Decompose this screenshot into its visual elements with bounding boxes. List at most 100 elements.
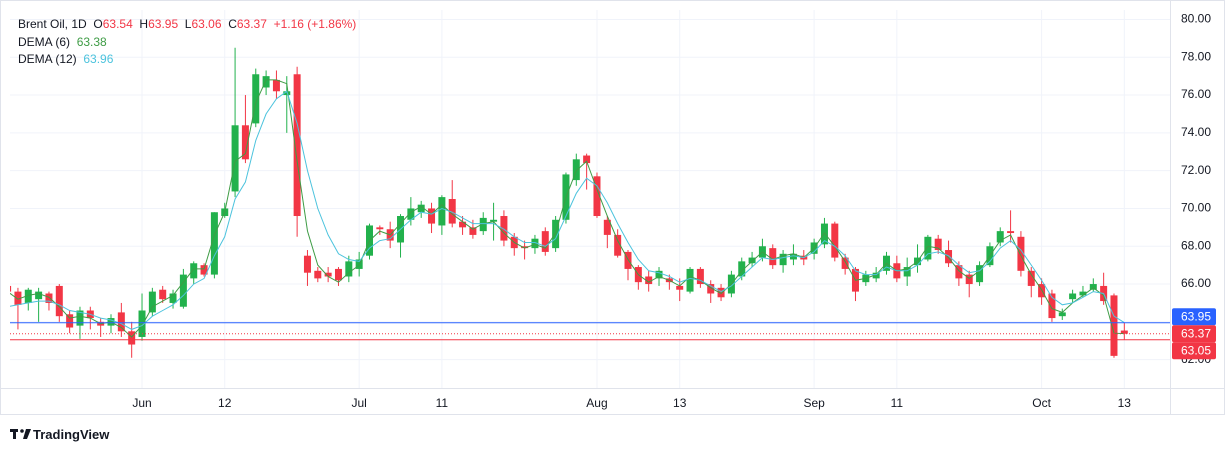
- legend-value: 63.96: [83, 52, 114, 66]
- candle-body: [1048, 293, 1056, 319]
- candle-body: [769, 248, 777, 266]
- indicator-line: [10, 79, 1125, 338]
- price-label: 63.37: [1181, 326, 1211, 340]
- candle-body: [541, 231, 549, 252]
- candle-body: [1120, 330, 1128, 334]
- candle-body: [262, 76, 270, 88]
- candle-body: [779, 253, 787, 266]
- x-tick-label: Aug: [586, 396, 607, 410]
- legend-label: DEMA (12): [18, 52, 77, 66]
- candle-body: [924, 236, 932, 260]
- candle-body: [169, 293, 177, 303]
- header: Brent Oil, 1D O63.54 H63.95 L63.06 C63.3…: [18, 17, 356, 31]
- candle-body: [490, 219, 498, 222]
- ohlc-value: 63.54: [102, 17, 133, 31]
- x-tick-label: Oct: [1032, 396, 1051, 410]
- ohlc-letter: H: [139, 17, 149, 31]
- candle-body: [696, 268, 704, 285]
- candle-body: [1058, 312, 1066, 317]
- ohlc-letter: C: [228, 17, 237, 31]
- symbol-title: Brent Oil, 1D: [18, 17, 87, 31]
- candle-body: [241, 125, 249, 160]
- candle-body: [614, 234, 622, 256]
- candle-body: [76, 310, 84, 326]
- candle-body: [872, 272, 880, 279]
- candle-body: [117, 312, 125, 332]
- candle-body: [820, 223, 828, 245]
- candle-body: [148, 291, 156, 313]
- price-label-box: [1172, 342, 1216, 360]
- legend-value: 63.38: [76, 35, 107, 49]
- candle-body: [655, 270, 663, 279]
- candle-body: [459, 221, 467, 228]
- candle-body: [624, 251, 632, 269]
- legend-entry: DEMA (6) 63.38: [18, 35, 107, 49]
- axes: 62.0064.0066.0068.0070.0072.0074.0076.00…: [132, 12, 1216, 410]
- candle-body: [14, 291, 22, 305]
- ohlc-value: 63.37: [236, 17, 267, 31]
- ohlc-value: 63.06: [191, 17, 222, 31]
- candle-body: [955, 265, 963, 279]
- candle-body: [24, 289, 32, 303]
- candle-body: [128, 331, 136, 345]
- frame: [0, 0, 1225, 415]
- candle-body: [438, 197, 446, 226]
- legend-label: DEMA (6): [18, 35, 71, 49]
- candle-body: [572, 159, 580, 181]
- y-tick-label: 76.00: [1181, 87, 1211, 101]
- candle-body: [55, 285, 63, 317]
- price-label: 63.95: [1181, 309, 1211, 323]
- candle-body: [138, 310, 146, 337]
- candle-body: [272, 79, 280, 92]
- candle-body: [903, 267, 911, 277]
- candle-body: [252, 74, 260, 124]
- candle-body: [66, 314, 74, 328]
- candle-body: [45, 293, 53, 303]
- ohlc-letter: L: [184, 17, 192, 31]
- x-tick-label: Sep: [803, 396, 825, 410]
- candle-body: [345, 261, 353, 277]
- candle-body: [376, 227, 384, 230]
- y-tick-label: 72.00: [1181, 163, 1211, 177]
- change: +1.16: [273, 17, 304, 31]
- x-tick-label: 12: [218, 396, 232, 410]
- price-label-box: [1172, 325, 1216, 343]
- price-label-box: [1172, 308, 1216, 326]
- candle-body: [841, 257, 849, 269]
- grid: [10, 10, 1170, 388]
- candle-body: [1069, 293, 1077, 300]
- candle-body: [531, 238, 539, 249]
- candle-body: [686, 268, 694, 292]
- candle-body: [303, 255, 311, 273]
- y-tick-label: 68.00: [1181, 238, 1211, 252]
- candle-body: [324, 272, 332, 277]
- candle-body: [334, 268, 342, 281]
- candle-body: [407, 208, 415, 220]
- candle-body: [976, 265, 984, 283]
- candle-body: [428, 208, 436, 224]
- y-tick-label: 74.00: [1181, 125, 1211, 139]
- candle-body: [831, 223, 839, 258]
- x-tick-label: 11: [891, 396, 904, 410]
- candle-body: [676, 285, 684, 290]
- candle-body: [1110, 295, 1118, 356]
- candle-body: [945, 250, 953, 264]
- legend-entry: DEMA (12) 63.96: [18, 52, 113, 66]
- candle-body: [707, 284, 715, 294]
- y-tick-label: 70.00: [1181, 201, 1211, 215]
- x-tick-label: Jun: [132, 396, 151, 410]
- x-tick-label: Jul: [351, 396, 366, 410]
- candle-body: [293, 74, 301, 217]
- candle-body: [583, 155, 591, 164]
- candle-body: [593, 176, 601, 217]
- ohlc-letter: O: [93, 17, 103, 31]
- candle-body: [159, 289, 167, 300]
- brand: TradingView: [33, 427, 110, 442]
- ohlc-value: 63.95: [148, 17, 179, 31]
- candle-body: [738, 261, 746, 277]
- x-tick-label: 13: [1118, 396, 1132, 410]
- candle-body: [210, 212, 218, 275]
- candle-body: [469, 227, 477, 235]
- indicator-line: [10, 90, 1125, 330]
